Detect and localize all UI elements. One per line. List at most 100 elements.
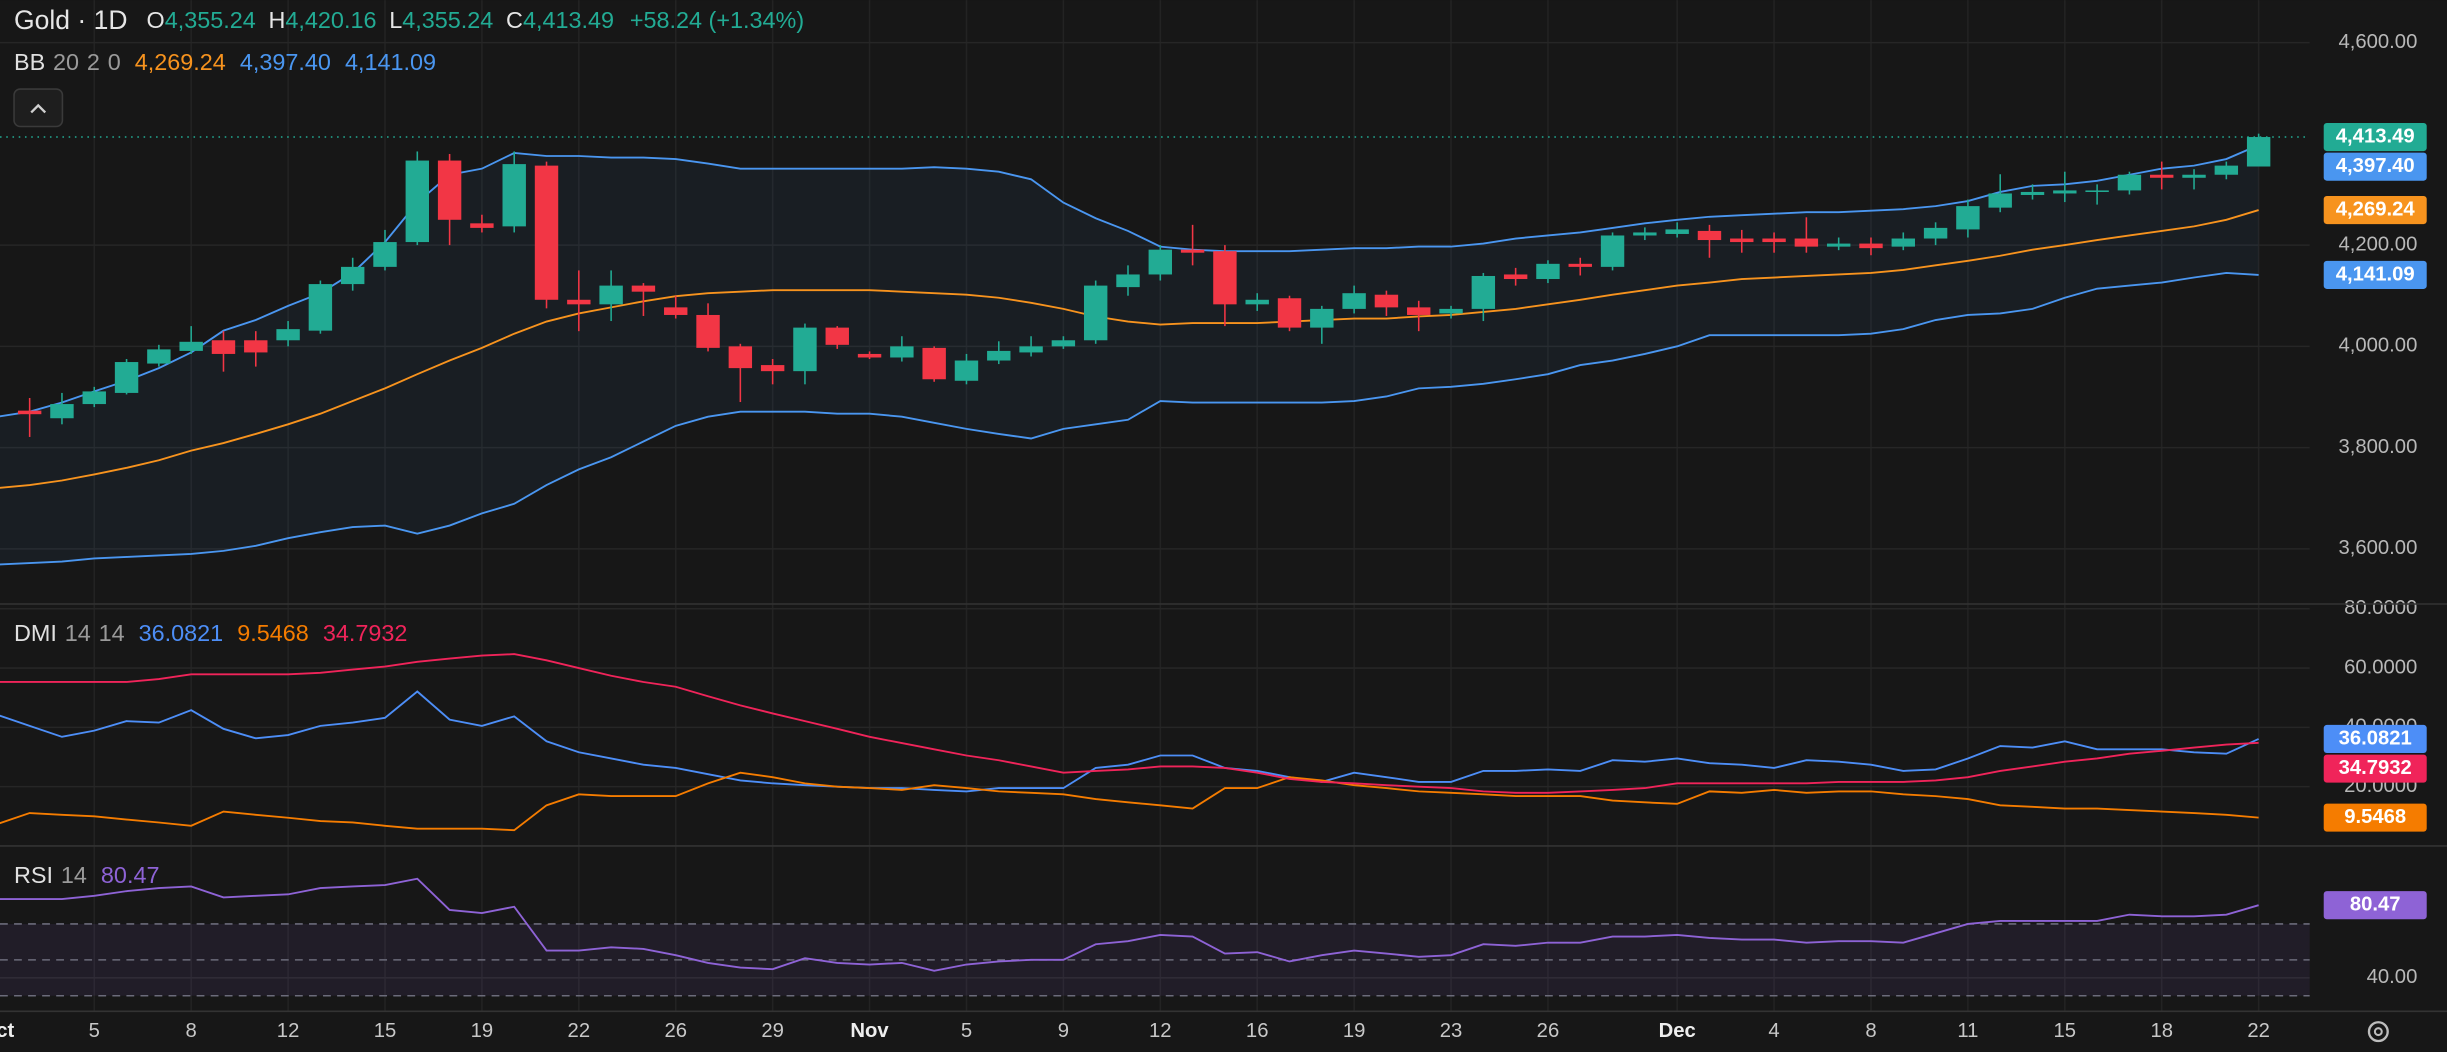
candle-body (1633, 232, 1657, 236)
candle-body (2246, 137, 2271, 167)
x-tick-label: 16 (1246, 1020, 1269, 1042)
candle-body (1568, 263, 1592, 267)
candle-body (1503, 274, 1528, 280)
candle-body (1762, 238, 1786, 243)
candle-body (308, 284, 333, 331)
legend-param: 14 (65, 620, 91, 646)
x-tick-label: 8 (1865, 1020, 1876, 1042)
price-badge-label: 36.0821 (2339, 727, 2412, 749)
y-tick-label: 4,200.00 (2338, 233, 2417, 255)
candle-body (1600, 235, 1625, 267)
candle-body (244, 340, 268, 353)
indicator-line (0, 209, 2259, 489)
legend-value: 80.47 (101, 862, 160, 888)
legend-value: 4,397.40 (240, 49, 331, 75)
legend: RSI 14 80.47 (14, 862, 159, 888)
x-tick-label: 11 (1957, 1020, 1978, 1042)
candle-body (1374, 294, 1399, 308)
candle-body (631, 285, 656, 292)
ohlc-key: L (389, 7, 402, 33)
x-tick-label: 9 (1058, 1020, 1069, 1042)
price-badge (2323, 803, 2427, 832)
legend-value: 34.7932 (323, 620, 408, 646)
candle-body (728, 346, 753, 369)
candle-body (2182, 174, 2206, 178)
legend: BB 20 2 0 4,269.24 4,397.40 4,141.09 (14, 49, 436, 75)
candle-body (1407, 307, 1431, 315)
candle-body (696, 314, 720, 348)
indicator-line (0, 272, 2259, 566)
candle-body (2117, 174, 2142, 191)
price-badge-label: 9.5468 (2344, 806, 2406, 828)
candle-body (890, 346, 914, 358)
candle-body (1826, 243, 1851, 247)
price-badge (2323, 754, 2427, 783)
legend-value: 9.5468 (237, 620, 309, 646)
legend-value: 4,141.09 (345, 49, 436, 75)
candle-body (567, 299, 591, 305)
candle-body (1213, 251, 1237, 305)
legend-value: 4,269.24 (135, 49, 226, 75)
price-badge-label: 4,413.49 (2336, 125, 2415, 147)
x-tick-label: 4 (1768, 1020, 1779, 1042)
legend-param: 2 (87, 49, 100, 75)
ohlc-key: O (146, 7, 164, 33)
candle-body (1536, 263, 1560, 280)
candle-body (50, 404, 74, 419)
collapse-button[interactable] (13, 88, 64, 128)
settings-button[interactable] (2367, 1021, 2389, 1043)
candle-body (664, 307, 688, 315)
candle-body (1310, 308, 1334, 328)
legend-param: 0 (108, 49, 121, 75)
y-tick-label: 3,600.00 (2338, 537, 2417, 559)
candle-body (2150, 174, 2174, 178)
candle-body (340, 266, 365, 285)
ohlc-value: 4,420.16 (285, 7, 376, 33)
price-badge (2323, 196, 2427, 225)
gear-icon[interactable] (2367, 1021, 2389, 1043)
y-tick-label: 4,600.00 (2338, 31, 2417, 53)
y-tick-label: 40.00 (2367, 966, 2418, 988)
x-tick-label: 5 (961, 1020, 972, 1042)
candle-body (1019, 346, 1043, 353)
candle-body (1342, 293, 1366, 309)
ohlc-value: 4,413.49 (523, 7, 614, 33)
band-fill (0, 145, 2259, 565)
candle-body (1794, 238, 1819, 247)
candle-body (502, 164, 526, 227)
candle-body (1471, 275, 1496, 309)
price-badge-label: 4,141.09 (2336, 263, 2415, 285)
candle-body (1245, 299, 1269, 305)
y-tick-label: 60.0000 (2344, 656, 2417, 678)
candle-body (276, 329, 300, 341)
candle-body (1956, 206, 1980, 230)
price-badge (2323, 724, 2427, 754)
x-tick-label: 19 (1343, 1020, 1366, 1042)
candle-body (1277, 298, 1302, 328)
candle-body (954, 360, 979, 381)
legend: DMI 14 14 36.0821 9.5468 34.7932 (14, 620, 407, 646)
candle-body (114, 362, 139, 393)
candle-body (82, 391, 106, 405)
chevron-up[interactable] (30, 103, 47, 114)
x-tick-label: 19 (471, 1020, 494, 1042)
button-frame[interactable] (13, 88, 64, 128)
y-tick-label: 3,800.00 (2338, 436, 2417, 458)
candle-body (1697, 230, 1722, 241)
candle-body (599, 285, 623, 305)
candle-body (1180, 249, 1205, 253)
x-tick-label: 15 (2054, 1020, 2077, 1042)
legend-title: RSI (14, 862, 53, 888)
price-badge-label: 4,269.24 (2336, 198, 2416, 220)
candle-body (2214, 165, 2239, 175)
legend-param: 20 (53, 49, 79, 75)
indicator-line (0, 690, 2260, 793)
gear-center[interactable] (2373, 1027, 2383, 1037)
candle-body (2053, 190, 2077, 194)
x-tick-label: 26 (1537, 1020, 1560, 1042)
price-badge (2323, 891, 2427, 920)
candle-body (1051, 340, 1076, 347)
x-tick-label: Nov (850, 1020, 889, 1042)
